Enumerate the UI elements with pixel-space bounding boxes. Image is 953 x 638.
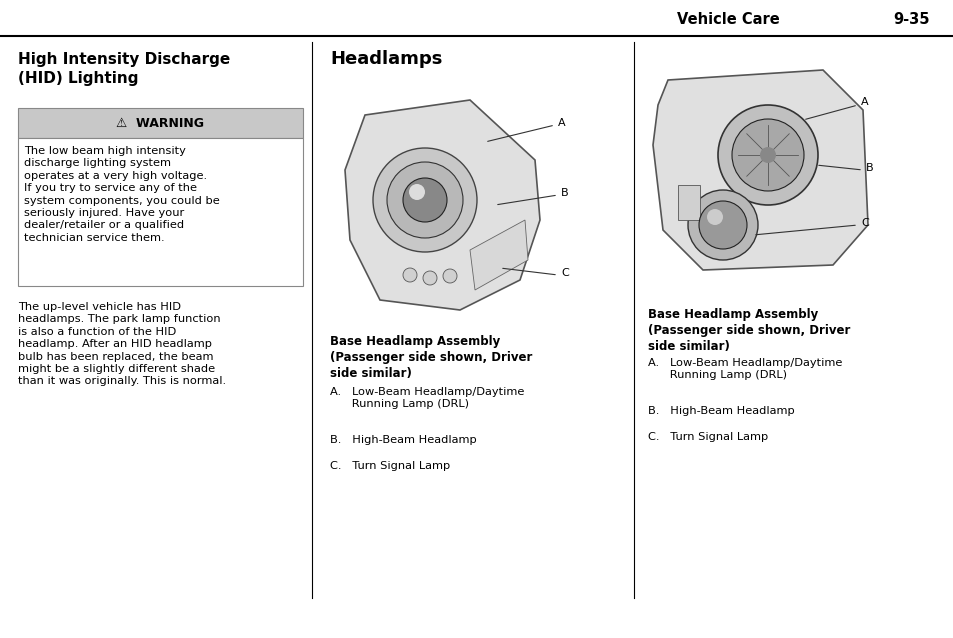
Circle shape [760,147,775,163]
Text: The up-level vehicle has HID
headlamps. The park lamp function
is also a functio: The up-level vehicle has HID headlamps. … [18,302,226,387]
Polygon shape [470,220,527,290]
Text: Vehicle Care: Vehicle Care [677,13,780,27]
Text: 9-35: 9-35 [893,13,929,27]
Text: C: C [560,268,568,278]
Bar [18,108,303,138]
Text: C.   Turn Signal Lamp: C. Turn Signal Lamp [330,461,450,471]
Circle shape [442,269,456,283]
Bar [678,185,700,220]
Text: A: A [558,118,565,128]
Text: Base Headlamp Assembly
(Passenger side shown, Driver
side similar): Base Headlamp Assembly (Passenger side s… [330,335,532,380]
Text: C.   Turn Signal Lamp: C. Turn Signal Lamp [647,432,767,442]
Circle shape [409,184,424,200]
Text: B.   High-Beam Headlamp: B. High-Beam Headlamp [647,406,794,416]
Circle shape [706,209,722,225]
Circle shape [718,105,817,205]
Text: B: B [560,188,568,198]
Text: B: B [865,163,873,173]
Circle shape [402,268,416,282]
Text: B.   High-Beam Headlamp: B. High-Beam Headlamp [330,435,476,445]
Text: The low beam high intensity
discharge lighting system
operates at a very high vo: The low beam high intensity discharge li… [24,146,219,243]
Text: A.   Low-Beam Headlamp/Daytime
      Running Lamp (DRL): A. Low-Beam Headlamp/Daytime Running Lam… [647,358,841,380]
Text: High Intensity Discharge
(HID) Lighting: High Intensity Discharge (HID) Lighting [18,52,230,85]
Text: Headlamps: Headlamps [330,50,442,68]
Text: A: A [861,97,868,107]
Text: Base Headlamp Assembly
(Passenger side shown, Driver
side similar): Base Headlamp Assembly (Passenger side s… [647,308,849,353]
Text: C: C [861,218,868,228]
Bar [18,138,303,286]
Polygon shape [652,70,867,270]
Circle shape [402,178,447,222]
Circle shape [687,190,758,260]
Circle shape [387,162,462,238]
Polygon shape [345,100,539,310]
Circle shape [422,271,436,285]
Circle shape [731,119,803,191]
Text: A.   Low-Beam Headlamp/Daytime
      Running Lamp (DRL): A. Low-Beam Headlamp/Daytime Running Lam… [330,387,524,410]
Text: ⚠  WARNING: ⚠ WARNING [116,117,204,130]
Circle shape [373,148,476,252]
Circle shape [699,201,746,249]
